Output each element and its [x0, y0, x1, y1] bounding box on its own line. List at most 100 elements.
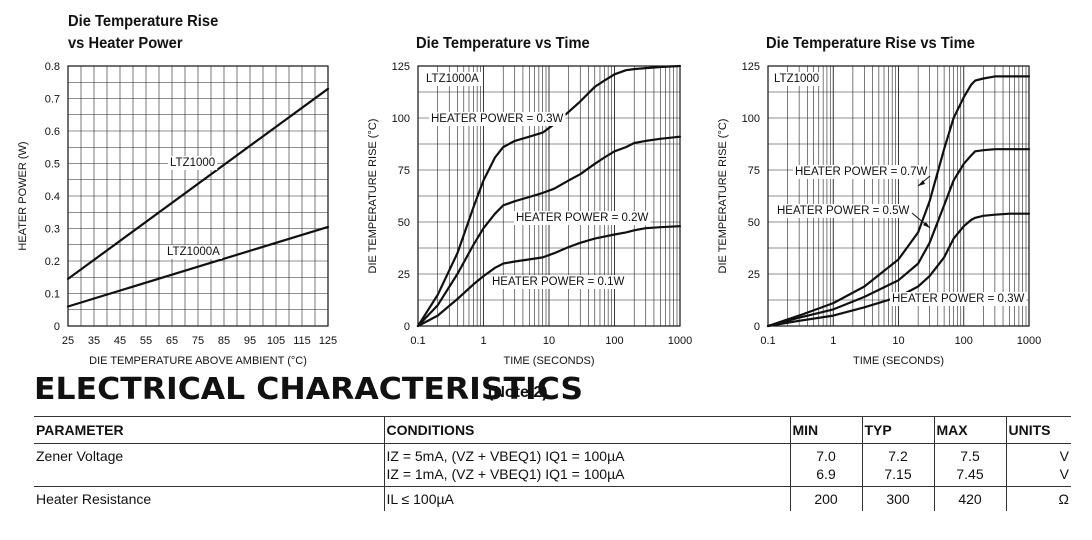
chart2-y-tick-label: 0 [404, 321, 410, 333]
chart1-plot-frame [67, 65, 329, 327]
electrical-characteristics-table: PARAMETER CONDITIONS MIN TYP MAX UNITS Z… [34, 416, 1071, 511]
chart1-x-tick-label: 75 [192, 335, 204, 347]
chart1-series-line-1 [66, 87, 330, 280]
chart3-y-tick-label: 125 [742, 61, 760, 73]
header-parameter: PARAMETER [34, 416, 384, 444]
chart1-x-axis-label: DIE TEMPERATURE ABOVE AMBIENT (°C) [89, 355, 307, 367]
table-header-row: PARAMETER CONDITIONS MIN TYP MAX UNITS [34, 416, 1071, 444]
chart3-x-tick-label: 1 [830, 335, 836, 347]
chart3-series-label-0.5w: HEATER POWER = 0.5W [777, 205, 910, 217]
typ-heater-resistance: 300 [861, 486, 934, 511]
chart2-series-line-2 [416, 135, 682, 328]
chart3-plot-frame [767, 65, 1030, 327]
chart2-series-line-3 [416, 225, 682, 328]
chart1-series-label-ltz1000-bg [168, 156, 218, 170]
chart3-arrowhead-0.5w [923, 222, 930, 228]
chart3-series-label-0.5w-bg [775, 204, 912, 218]
min-heater-resistance: 200 [789, 486, 862, 511]
header-min: MIN [789, 416, 862, 444]
chart3-y-tick-label: 0 [754, 321, 760, 333]
section-note: (Note 2) [488, 384, 548, 401]
section-title: ELECTRICAL CHARACTERISTICS [34, 372, 584, 407]
chart1-x-tick-label: 105 [267, 335, 285, 347]
chart1-y-tick-label: 0.5 [45, 159, 60, 171]
chart1-y-tick-label: 0.4 [45, 191, 60, 203]
chart2-x-tick-label: 1 [480, 335, 486, 347]
chart1-y-tick-label: 0.8 [45, 61, 60, 73]
chart3-series-label-0.3w-bg [890, 292, 1027, 306]
chart2-series-label-0.3w-bg [429, 112, 566, 126]
max-heater-resistance: 420 [933, 486, 1006, 511]
chart1-x-tick-label: 55 [140, 335, 152, 347]
cond-zener-voltage: IZ = 5mA, (VZ + VBEQ1) IQ1 = 100µA IZ = … [383, 443, 790, 487]
chart3-y-tick-label: 50 [748, 217, 760, 229]
condition-line: IL ≤ 100µA [386, 491, 454, 507]
chart1-y-axis-label: HEATER POWER (W) [17, 141, 29, 250]
chart2-y-axis-label: DIE TEMPERATURE RISE (°C) [367, 119, 379, 274]
units-heater-resistance: Ω [1005, 486, 1071, 511]
header-typ: TYP [861, 416, 934, 444]
table-row: Zener Voltage IZ = 5mA, (VZ + VBEQ1) IQ1… [34, 443, 1071, 487]
chart1-x-tick-label: 95 [244, 335, 256, 347]
chart3-series-label-0.7w: HEATER POWER = 0.7W [795, 166, 928, 178]
chart3-series-line-1 [766, 75, 1031, 328]
condition-line: IZ = 1mA, (VZ + VBEQ1) IQ1 = 100µA [386, 466, 625, 482]
chart2-x-tick-label: 0.1 [410, 335, 425, 347]
chart3-x-tick-label: 10 [892, 335, 904, 347]
chart1-x-tick-label: 45 [114, 335, 126, 347]
chart3-series-label-0.7w-bg [793, 165, 930, 179]
chart3-title: Die Temperature Rise vs Time [766, 35, 975, 52]
charts-canvas: 25 35 45 55 65 75 85 95 105 115 12500.10.20.30.40.… [17, 61, 1041, 367]
chart1-x-tick-label: 85 [218, 335, 230, 347]
max-zener-voltage: 7.5 7.45 [933, 443, 1006, 487]
chart1-y-tick-label: 0 [54, 321, 60, 333]
chart1-y-tick-label: 0.3 [45, 224, 60, 236]
chart3-arrowhead-0.7w [918, 180, 925, 186]
chart1-title-line2: vs Heater Power [68, 35, 183, 52]
chart1-series-label-ltz1000a: LTZ1000A [167, 246, 220, 258]
min-zener-voltage: 7.0 6.9 [789, 443, 862, 487]
chart3-series-line-2 [766, 148, 1031, 328]
chart2-x-tick-label: 10 [543, 335, 555, 347]
param-heater-resistance: Heater Resistance [36, 491, 152, 507]
chart1-x-tick-label: 35 [88, 335, 100, 347]
cond-heater-resistance: IL ≤ 100µA [383, 486, 790, 511]
chart3-annotation: LTZ1000 [774, 73, 819, 85]
chart2-series-label-0.2w-bg [514, 211, 651, 225]
chart2-annotation: LTZ1000A [426, 73, 479, 85]
chart1-title-line1: Die Temperature Rise [68, 13, 219, 30]
chart2-series-label-0.2w: HEATER POWER = 0.2W [516, 212, 649, 224]
chart3-y-tick-label: 100 [742, 113, 760, 125]
chart1-y-tick-label: 0.1 [45, 289, 60, 301]
chart3-y-tick-label: 25 [748, 269, 760, 281]
chart2-series-label-0.1w-bg [490, 275, 627, 289]
header-units: UNITS [1005, 416, 1071, 444]
table-row: Heater Resistance IL ≤ 100µA 200 300 420… [34, 486, 1071, 511]
chart2-y-tick-label: 100 [392, 113, 410, 125]
chart2-x-axis-label: TIME (SECONDS) [503, 355, 594, 367]
chart2-y-tick-label: 75 [398, 165, 410, 177]
chart2-y-tick-label: 125 [392, 61, 410, 73]
condition-line: IZ = 5mA, (VZ + VBEQ1) IQ1 = 100µA [386, 448, 625, 464]
chart2-series-label-0.1w: HEATER POWER = 0.1W [492, 276, 625, 288]
chart2-series-label-0.3w: HEATER POWER = 0.3W [431, 113, 564, 125]
chart1-series-label-ltz1000: LTZ1000 [170, 157, 215, 169]
chart1-series-line-2 [66, 225, 330, 308]
chart2-y-tick-label: 50 [398, 217, 410, 229]
chart1-x-tick-label: 115 [293, 335, 311, 347]
chart3-y-tick-label: 75 [748, 165, 760, 177]
header-conditions: CONDITIONS [383, 416, 790, 444]
chart2-x-tick-label: 100 [605, 335, 623, 347]
param-zener-voltage: Zener Voltage [34, 443, 384, 487]
chart2-x-tick-label: 1000 [668, 335, 692, 347]
typ-zener-voltage: 7.2 7.15 [861, 443, 934, 487]
chart2-plot-frame [417, 65, 681, 327]
chart1-x-tick-label: 25 [62, 335, 74, 347]
chart3-x-axis-label: TIME (SECONDS) [853, 355, 944, 367]
chart1-y-tick-label: 0.7 [45, 94, 60, 106]
chart2-title: Die Temperature vs Time [416, 35, 590, 52]
chart1-y-tick-label: 0.2 [45, 256, 60, 268]
chart1-series-label-ltz1000a-bg [165, 245, 223, 259]
chart3-x-tick-label: 100 [955, 335, 973, 347]
chart2-annotation-bg [424, 72, 482, 86]
